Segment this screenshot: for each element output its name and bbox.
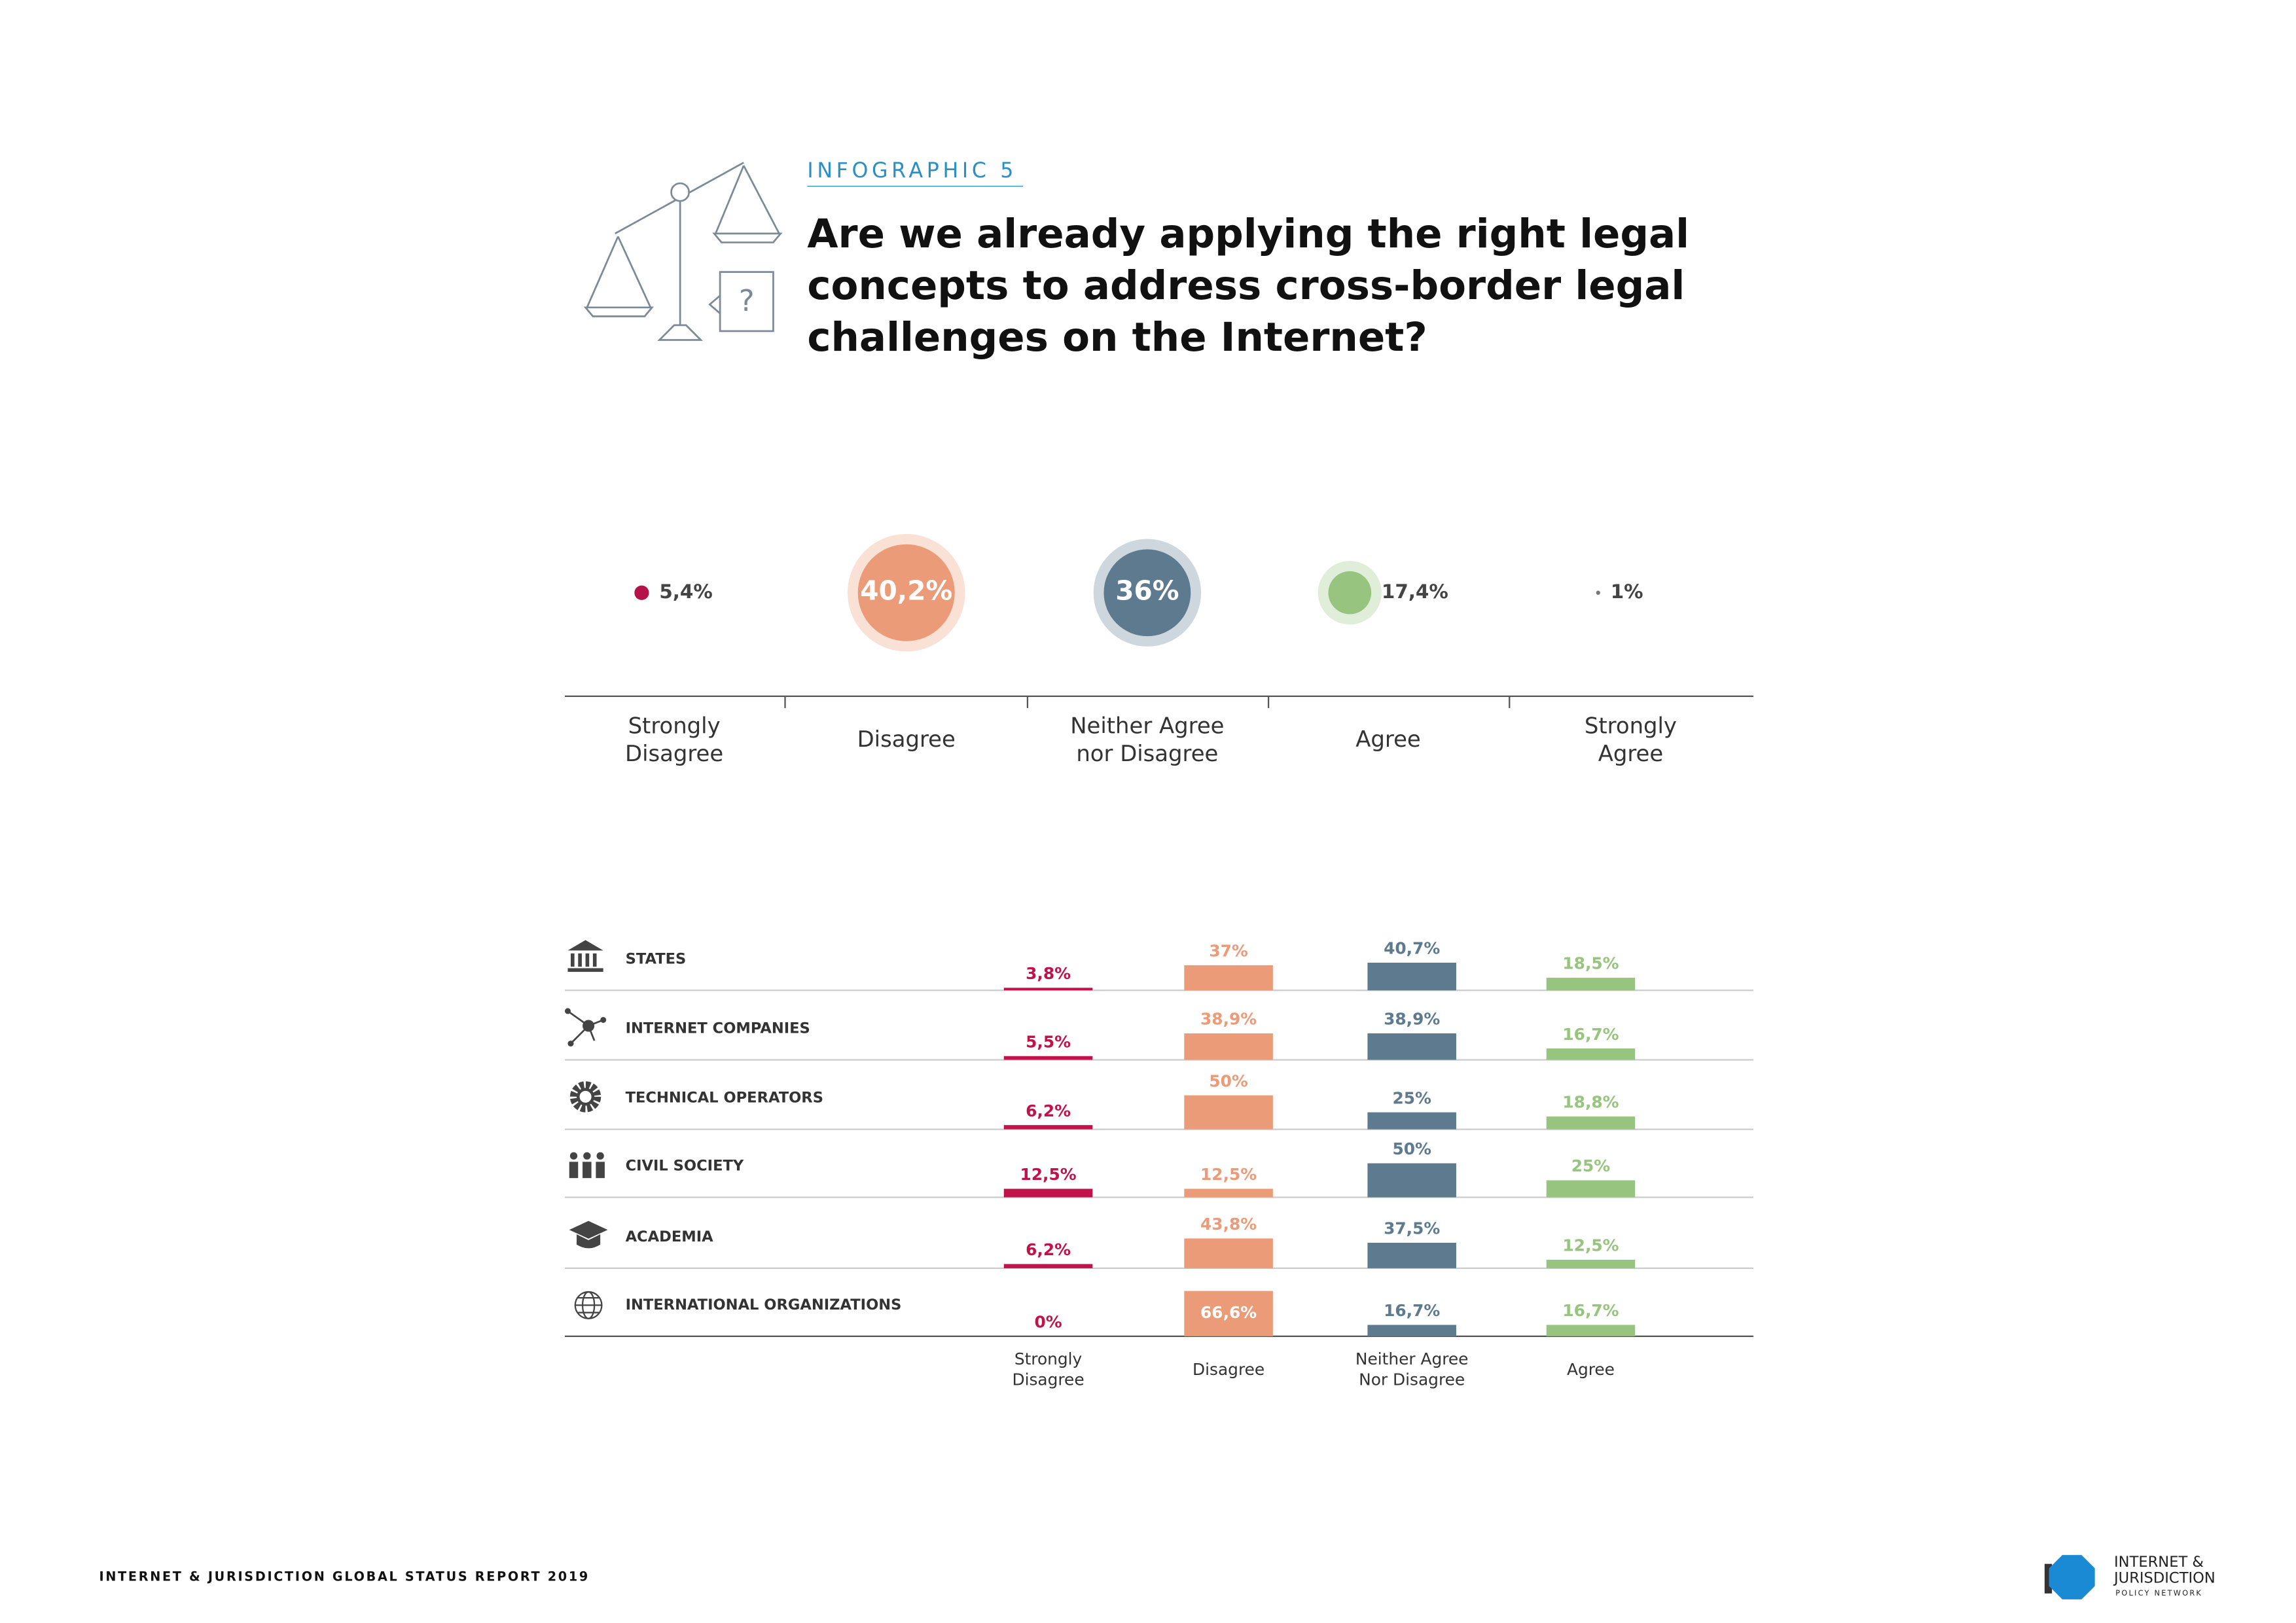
bar-label: 12,5% [1020,1165,1076,1184]
bar-label: 50% [1209,1071,1248,1090]
row-label: STATES [626,950,687,967]
bar-label: 16,7% [1384,1301,1440,1320]
footer-report: INTERNET & JURISDICTION GLOBAL STATUS RE… [99,1569,589,1584]
bar-label: 6,2% [1026,1101,1071,1120]
bubble-label: 40,2% [860,575,952,607]
title-line: concepts to address cross-border legal [807,262,1685,309]
row-label: TECHNICAL OPERATORS [626,1090,823,1107]
bar [1367,1112,1456,1130]
row-label: INTERNET COMPANIES [626,1020,810,1037]
bar-label: 12,5% [1200,1165,1257,1184]
category-label: Agree [1355,726,1421,752]
row-label: INTERNATIONAL ORGANIZATIONS [626,1296,902,1313]
bar [1003,988,1093,991]
bar-label: 25% [1571,1156,1611,1175]
logo-text: INTERNET & [2114,1554,2204,1571]
bar-label: 16,7% [1562,1301,1619,1320]
bar [1184,1291,1273,1336]
globe-icon [574,1291,603,1319]
logo-text: JURISDICTION [2113,1570,2215,1587]
bar [1367,1163,1456,1198]
bar-label: 18,8% [1562,1093,1619,1112]
bubble [857,544,955,641]
bar [1003,1264,1093,1268]
bubble-label: 17,4% [1382,580,1448,603]
bar [1546,1116,1636,1130]
logo-mark [2044,1555,2095,1599]
bar [1367,963,1456,991]
bar-label: 12,5% [1562,1236,1619,1255]
bar-label: 18,5% [1562,954,1619,973]
bar-label: 37% [1209,942,1248,961]
bar [1003,1056,1093,1060]
civil-icon [569,1152,605,1179]
academia-icon [569,1221,608,1249]
bar [1184,1033,1273,1060]
bar [1003,1188,1093,1198]
bar [1367,1242,1456,1268]
bar [1184,965,1273,991]
category-label: Disagree [857,726,956,752]
bar-label: 43,8% [1200,1215,1257,1234]
operators-icon [569,1081,601,1113]
category-label: Strongly Disagree [1012,1349,1084,1389]
companies-icon [564,1008,607,1047]
bar [1184,1095,1273,1130]
bubble-label: 36% [1115,575,1179,607]
scale-icon [583,162,783,341]
bubble-label: 1% [1611,580,1643,603]
bar-label: 40,7% [1384,939,1440,958]
bar [1003,1125,1093,1130]
bar [1367,1325,1456,1336]
bubble [1328,571,1372,615]
bar-label: 6,2% [1026,1240,1071,1259]
bar-label: 3,8% [1026,964,1071,983]
category-label: Strongly Disagree [625,713,723,766]
bar-label: 0% [1034,1312,1062,1331]
bar-label: 38,9% [1200,1010,1257,1029]
bar [1367,1033,1456,1060]
title-line: challenges on the Internet? [807,314,1427,361]
category-label: Strongly Agree [1585,713,1677,766]
bar [1546,1259,1636,1268]
bubble [634,585,649,600]
bubble [1103,549,1191,637]
bar [1184,1188,1273,1198]
bar-label: 66,6% [1200,1303,1257,1322]
bar [1184,1238,1273,1268]
states-icon [567,940,603,972]
category-label: Neither Agree Nor Disagree [1355,1349,1469,1389]
row-icons [564,940,608,1319]
bar [1546,1048,1636,1060]
category-label: Disagree [1193,1360,1265,1379]
bubble [1596,590,1600,595]
category-label: Agree [1567,1360,1615,1379]
bar-label: 38,9% [1384,1010,1440,1029]
bar-label: 25% [1392,1088,1431,1107]
bar [1546,1325,1636,1336]
category-label: Neither Agree nor Disagree [1070,713,1224,766]
kicker: INFOGRAPHIC 5 [807,159,1017,183]
bubble-label: 5,4% [659,580,712,603]
row-label: ACADEMIA [626,1228,714,1245]
title-line: Are we already applying the right legal [807,211,1689,257]
bar-label: 37,5% [1384,1219,1440,1238]
question-mark: ? [739,283,755,318]
bar-label: 50% [1392,1139,1431,1158]
likert-axis [564,695,1753,708]
bar-label: 5,5% [1026,1032,1071,1051]
bar-label: 16,7% [1562,1025,1619,1044]
bar [1546,978,1636,991]
bar [1546,1180,1636,1198]
row-label: CIVIL SOCIETY [626,1158,744,1175]
logo-text: POLICY NETWORK [2115,1589,2202,1597]
